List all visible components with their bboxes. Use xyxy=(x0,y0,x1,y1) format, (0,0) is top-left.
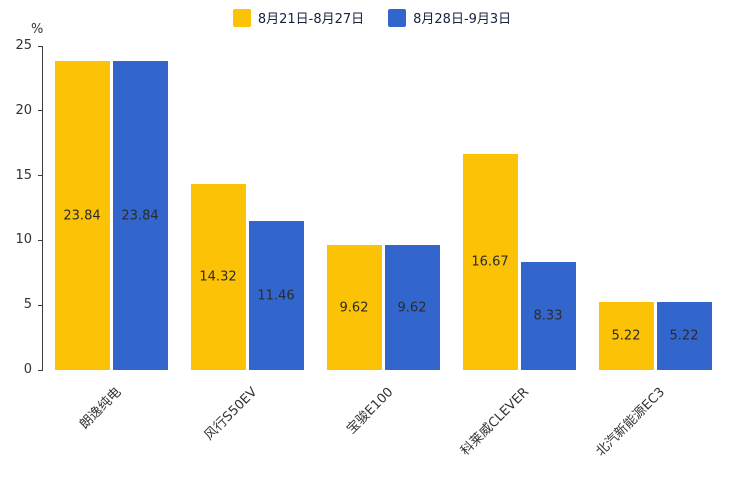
bar[interactable]: 23.84 xyxy=(112,61,168,370)
bar[interactable]: 8.33 xyxy=(520,262,576,370)
category-label: 科莱威CLEVER xyxy=(458,384,533,459)
bar[interactable]: 23.84 xyxy=(54,61,110,370)
bar-group: 9.62 9.62 宝骏E100 xyxy=(315,46,451,437)
bar-group: 16.67 8.33 科莱威CLEVER xyxy=(451,46,587,459)
plot-area: 23.84 23.84 朗逸纯电 14.32 11.46 风行S50EV 9.62 9.62 宝… xyxy=(15,38,723,459)
y-tick-label: 25 xyxy=(15,38,32,53)
bar-value-label: 23.84 xyxy=(63,208,101,224)
category-label: 宝骏E100 xyxy=(344,384,397,438)
bar[interactable]: 14.32 xyxy=(190,184,246,370)
legend-swatch-icon xyxy=(232,8,251,27)
legend-label: 8月21日-8月27日 xyxy=(257,12,365,27)
category-label: 朗逸纯电 xyxy=(77,384,125,433)
y-tick-label: 15 xyxy=(15,167,32,183)
bar-value-label: 23.84 xyxy=(121,208,159,224)
bar-value-label: 14.32 xyxy=(199,269,237,285)
bar-value-label: 5.22 xyxy=(669,328,699,344)
legend-item[interactable]: 8月21日-8月27日 xyxy=(232,8,365,27)
bar[interactable]: 5.22 xyxy=(656,302,712,370)
category-label: 风行S50EV xyxy=(201,384,261,444)
bar[interactable]: 9.62 xyxy=(384,245,440,370)
bar-groups: 23.84 23.84 朗逸纯电 14.32 11.46 风行S50EV 9.62 9.62 宝… xyxy=(43,46,723,459)
legend-swatch-icon xyxy=(388,8,407,27)
y-axis-unit-label: % xyxy=(31,22,44,37)
legend: 8月21日-8月27日 8月28日-9月3日 xyxy=(0,8,744,27)
y-tick-label: 20 xyxy=(15,102,32,118)
legend-label: 8月28日-9月3日 xyxy=(413,12,512,27)
bar-group: 14.32 11.46 风行S50EV xyxy=(179,46,315,443)
bar-value-label: 8.33 xyxy=(533,308,563,324)
bar-value-label: 16.67 xyxy=(471,254,509,270)
bar-value-label: 9.62 xyxy=(397,300,427,316)
y-tick-label: 10 xyxy=(15,232,32,248)
bar-group: 23.84 23.84 朗逸纯电 xyxy=(43,46,179,432)
bar-value-label: 11.46 xyxy=(257,288,295,304)
bar[interactable]: 9.62 xyxy=(326,245,382,370)
y-tick-label: 5 xyxy=(23,297,32,313)
category-label: 北汽新能源EC3 xyxy=(593,384,669,460)
bar-value-label: 9.62 xyxy=(339,300,369,316)
legend-item[interactable]: 8月28日-9月3日 xyxy=(388,8,511,27)
y-tick-label: 0 xyxy=(23,362,32,377)
bar-value-label: 5.22 xyxy=(611,328,641,344)
bar[interactable]: 11.46 xyxy=(248,221,304,370)
bar[interactable]: 16.67 xyxy=(462,153,518,370)
bar-group: 5.22 5.22 北汽新能源EC3 xyxy=(587,46,723,459)
bar[interactable]: 5.22 xyxy=(598,302,654,370)
